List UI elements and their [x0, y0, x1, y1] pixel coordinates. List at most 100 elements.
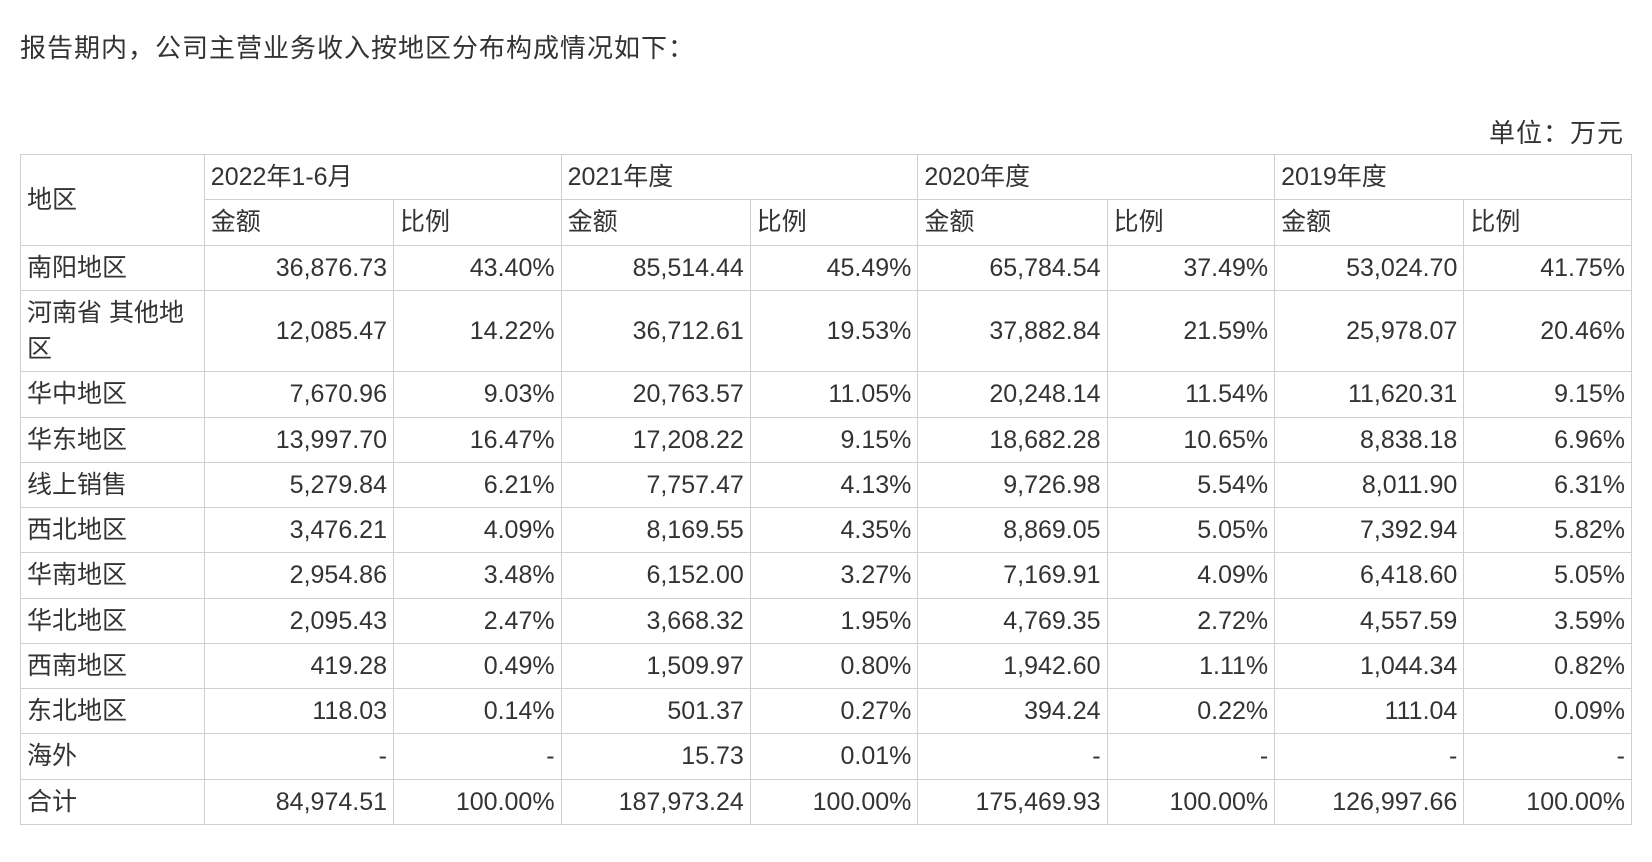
header-period: 2019年度	[1275, 155, 1632, 200]
header-period: 2022年1-6月	[204, 155, 561, 200]
cell-ratio: 9.03%	[394, 372, 562, 417]
header-ratio: 比例	[394, 200, 562, 245]
cell-region: 华南地区	[21, 553, 205, 598]
cell-ratio: -	[394, 734, 562, 779]
cell-ratio: 19.53%	[750, 290, 918, 372]
cell-region: 西南地区	[21, 643, 205, 688]
cell-amount: 501.37	[561, 689, 750, 734]
cell-amount: 175,469.93	[918, 779, 1107, 824]
cell-ratio: -	[1107, 734, 1275, 779]
cell-ratio: 0.80%	[750, 643, 918, 688]
cell-amount: 111.04	[1275, 689, 1464, 734]
cell-amount: 7,392.94	[1275, 508, 1464, 553]
table-row: 合计84,974.51100.00%187,973.24100.00%175,4…	[21, 779, 1632, 824]
cell-amount: 394.24	[918, 689, 1107, 734]
cell-ratio: 0.09%	[1464, 689, 1632, 734]
cell-region: 海外	[21, 734, 205, 779]
header-ratio: 比例	[1107, 200, 1275, 245]
cell-amount: 20,763.57	[561, 372, 750, 417]
cell-amount: 8,869.05	[918, 508, 1107, 553]
cell-amount: 118.03	[204, 689, 393, 734]
cell-amount: 25,978.07	[1275, 290, 1464, 372]
header-ratio: 比例	[750, 200, 918, 245]
cell-amount: 4,557.59	[1275, 598, 1464, 643]
cell-amount: 17,208.22	[561, 417, 750, 462]
table-row: 华南地区2,954.863.48%6,152.003.27%7,169.914.…	[21, 553, 1632, 598]
cell-ratio: 0.82%	[1464, 643, 1632, 688]
table-body: 南阳地区36,876.7343.40%85,514.4445.49%65,784…	[21, 245, 1632, 824]
cell-ratio: 14.22%	[394, 290, 562, 372]
revenue-by-region-table: 地区 2022年1-6月 2021年度 2020年度 2019年度 金额 比例 …	[20, 154, 1632, 825]
cell-ratio: 100.00%	[1107, 779, 1275, 824]
table-row: 南阳地区36,876.7343.40%85,514.4445.49%65,784…	[21, 245, 1632, 290]
header-period: 2020年度	[918, 155, 1275, 200]
cell-amount: 12,085.47	[204, 290, 393, 372]
table-header: 地区 2022年1-6月 2021年度 2020年度 2019年度 金额 比例 …	[21, 155, 1632, 246]
cell-amount: 53,024.70	[1275, 245, 1464, 290]
cell-ratio: 2.72%	[1107, 598, 1275, 643]
cell-ratio: 6.31%	[1464, 462, 1632, 507]
table-row: 西北地区3,476.214.09%8,169.554.35%8,869.055.…	[21, 508, 1632, 553]
cell-ratio: 5.82%	[1464, 508, 1632, 553]
header-region: 地区	[21, 155, 205, 246]
cell-ratio: 0.01%	[750, 734, 918, 779]
header-amount: 金额	[918, 200, 1107, 245]
cell-amount: 8,011.90	[1275, 462, 1464, 507]
cell-ratio: 4.09%	[1107, 553, 1275, 598]
cell-ratio: 100.00%	[1464, 779, 1632, 824]
cell-region: 华东地区	[21, 417, 205, 462]
cell-ratio: 45.49%	[750, 245, 918, 290]
cell-ratio: 11.05%	[750, 372, 918, 417]
cell-region: 河南省 其他地区	[21, 290, 205, 372]
cell-region: 华北地区	[21, 598, 205, 643]
cell-amount: 3,668.32	[561, 598, 750, 643]
cell-amount: 7,169.91	[918, 553, 1107, 598]
cell-amount: 1,942.60	[918, 643, 1107, 688]
cell-ratio: 1.11%	[1107, 643, 1275, 688]
intro-text: 报告期内，公司主营业务收入按地区分布构成情况如下：	[20, 28, 1632, 65]
cell-ratio: 4.09%	[394, 508, 562, 553]
table-row: 海外--15.730.01%----	[21, 734, 1632, 779]
cell-ratio: 2.47%	[394, 598, 562, 643]
cell-region: 南阳地区	[21, 245, 205, 290]
cell-ratio: 3.27%	[750, 553, 918, 598]
cell-amount: 13,997.70	[204, 417, 393, 462]
cell-amount: 37,882.84	[918, 290, 1107, 372]
cell-amount: 15.73	[561, 734, 750, 779]
cell-ratio: 0.14%	[394, 689, 562, 734]
cell-amount: -	[1275, 734, 1464, 779]
cell-ratio: 5.05%	[1464, 553, 1632, 598]
cell-amount: 8,838.18	[1275, 417, 1464, 462]
cell-ratio: 4.13%	[750, 462, 918, 507]
cell-amount: 419.28	[204, 643, 393, 688]
table-row: 东北地区118.030.14%501.370.27%394.240.22%111…	[21, 689, 1632, 734]
cell-ratio: 1.95%	[750, 598, 918, 643]
cell-amount: 1,044.34	[1275, 643, 1464, 688]
cell-ratio: 11.54%	[1107, 372, 1275, 417]
cell-ratio: 6.21%	[394, 462, 562, 507]
table-row: 华北地区2,095.432.47%3,668.321.95%4,769.352.…	[21, 598, 1632, 643]
header-period: 2021年度	[561, 155, 918, 200]
header-amount: 金额	[204, 200, 393, 245]
cell-ratio: 0.49%	[394, 643, 562, 688]
table-row: 华中地区7,670.969.03%20,763.5711.05%20,248.1…	[21, 372, 1632, 417]
cell-region: 东北地区	[21, 689, 205, 734]
cell-ratio: 5.54%	[1107, 462, 1275, 507]
cell-amount: 7,757.47	[561, 462, 750, 507]
cell-region: 合计	[21, 779, 205, 824]
cell-ratio: 0.27%	[750, 689, 918, 734]
cell-amount: 3,476.21	[204, 508, 393, 553]
cell-ratio: 16.47%	[394, 417, 562, 462]
cell-ratio: 41.75%	[1464, 245, 1632, 290]
cell-ratio: 9.15%	[1464, 372, 1632, 417]
cell-amount: 11,620.31	[1275, 372, 1464, 417]
cell-ratio: 5.05%	[1107, 508, 1275, 553]
cell-amount: 36,712.61	[561, 290, 750, 372]
cell-amount: 6,152.00	[561, 553, 750, 598]
unit-label: 单位：万元	[20, 113, 1632, 150]
cell-ratio: -	[1464, 734, 1632, 779]
cell-amount: 4,769.35	[918, 598, 1107, 643]
cell-ratio: 3.48%	[394, 553, 562, 598]
cell-amount: 85,514.44	[561, 245, 750, 290]
cell-ratio: 21.59%	[1107, 290, 1275, 372]
